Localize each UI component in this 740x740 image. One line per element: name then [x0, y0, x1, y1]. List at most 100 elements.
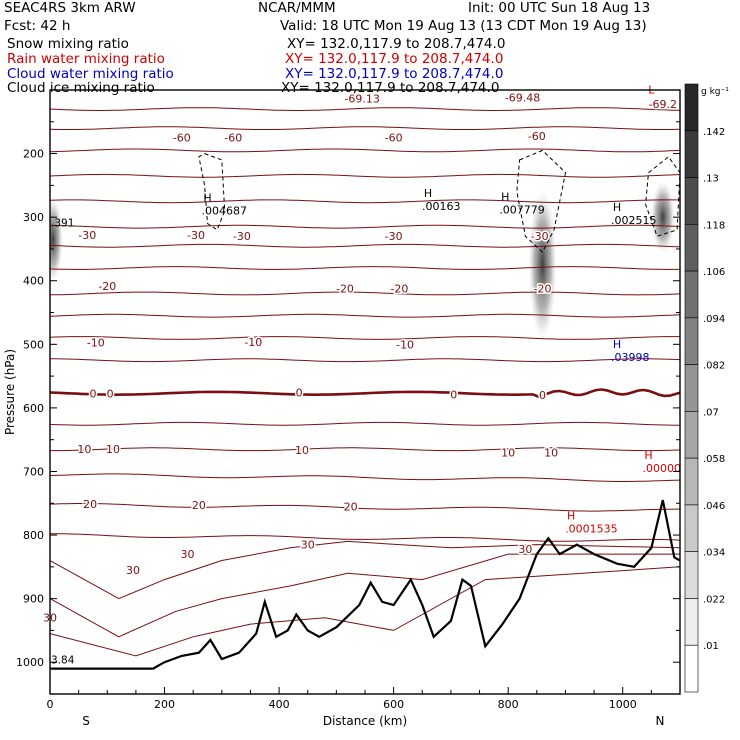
- plot-area: [50, 107, 680, 670]
- isotherm-label: -60: [173, 132, 191, 145]
- isotherm-line: [50, 336, 680, 340]
- extremum-mark: H: [424, 187, 432, 200]
- isotherm-label: 10: [544, 446, 558, 459]
- isotherm-line: [50, 107, 680, 111]
- y-tick-label: 900: [23, 593, 44, 606]
- isotherm-label: -30: [531, 230, 549, 243]
- colorbar-label: .046: [703, 501, 725, 512]
- extremum-value: .004687: [202, 205, 248, 218]
- isotherm-line: [50, 533, 680, 542]
- field-xy-snow: XY= 132.0,117.9 to 208.7,474.0: [287, 36, 506, 52]
- colorbar-swatch: [684, 551, 699, 599]
- colorbar-label: .106: [703, 267, 725, 278]
- isotherm-line: [50, 388, 680, 398]
- colorbar-swatch: [684, 598, 699, 646]
- isotherm-line: [50, 199, 680, 204]
- cloud-ice-contour: [645, 156, 680, 237]
- isotherm-label: -30: [233, 230, 251, 243]
- isotherm-label: 30: [518, 543, 532, 556]
- ice-core-shading: [650, 181, 675, 254]
- colorbar-swatch: [684, 317, 699, 365]
- colorbar-label: .034: [703, 548, 725, 559]
- colorbar-unit: g kg⁻¹: [701, 87, 729, 97]
- isotherm-label: -30: [78, 229, 96, 242]
- colorbar-label: .13: [703, 174, 719, 185]
- isotherm-label: -30: [385, 230, 403, 243]
- isotherm-label: -69.13: [344, 92, 379, 105]
- isotherm-label: 30: [180, 548, 194, 561]
- y-tick-label: 1000: [16, 656, 44, 669]
- isotherm-label: 0: [107, 387, 114, 400]
- isotherm-line: [50, 566, 680, 657]
- isotherm-label: 0: [539, 389, 546, 402]
- isotherm-label: -20: [336, 282, 354, 295]
- field-xy-rain: XY= 132.0,117.9 to 208.7,474.0: [285, 51, 504, 67]
- colorbar-swatch: [684, 130, 699, 178]
- isotherm-line: [50, 421, 680, 426]
- isotherm-label: 30: [301, 539, 315, 552]
- y-axis-title: Pressure (hPa): [3, 349, 17, 435]
- extremum-mark: H: [501, 190, 509, 203]
- extremum-mark: H: [644, 449, 652, 462]
- valid-time: Valid: 18 UTC Mon 19 Aug 13 (13 CDT Mon …: [280, 18, 647, 34]
- extremum-value: .03998: [611, 351, 650, 364]
- isotherm-line: [50, 447, 680, 452]
- isotherm-label: -20: [390, 282, 408, 295]
- edge-label: .391: [51, 218, 74, 230]
- isotherm-label: -60: [224, 132, 242, 145]
- isotherm-label: 0: [450, 389, 457, 402]
- colorbar-swatch: [684, 270, 699, 319]
- colorbar-label: .07: [703, 407, 719, 418]
- y-tick-label: 600: [23, 402, 44, 415]
- isotherm-label: -10: [87, 336, 105, 349]
- isotherm-line: [50, 291, 680, 296]
- x-tick-label: 0: [47, 698, 54, 711]
- isotherm-label: 10: [106, 443, 120, 456]
- model-title: SEAC4RS 3km ARW: [4, 0, 136, 16]
- edge-label: 3.84: [51, 654, 75, 666]
- y-tick-label: 200: [23, 148, 44, 161]
- isotherm-label: 20: [192, 499, 206, 512]
- field-label-snow: Snow mixing ratio: [7, 36, 129, 52]
- x-tick-label: 1000: [609, 698, 637, 711]
- colorbar-swatch: [684, 457, 699, 506]
- field-label-rain: Rain water mixing ratio: [7, 51, 165, 67]
- isotherm-label: 20: [83, 498, 97, 511]
- colorbar-swatch: [684, 504, 699, 552]
- isotherm-line: [50, 473, 680, 482]
- x-tick-label: 600: [383, 698, 404, 711]
- init-time: Init: 00 UTC Sun 18 Aug 13: [468, 0, 651, 16]
- field-xy-cloud-ice: XY= 132.0,117.9 to 208.7,474.0: [281, 80, 500, 96]
- colorbar-label: .142: [703, 127, 725, 138]
- extremum-value: .002515: [611, 214, 657, 227]
- endpoint-left-label: S: [82, 714, 90, 728]
- cloud-ice-contour: [516, 149, 567, 253]
- isotherm-line: [50, 266, 680, 270]
- colorbar-label: .01: [703, 641, 719, 652]
- field-xy-cloud-water: XY= 132.0,117.9 to 208.7,474.0: [285, 66, 504, 82]
- isotherm-label: 0: [296, 387, 303, 400]
- isotherm-line: [50, 243, 680, 248]
- colorbar-label: .118: [703, 220, 725, 231]
- isotherm-label: -10: [244, 336, 262, 349]
- x-tick-label: 800: [498, 698, 519, 711]
- isotherm-label: -20: [534, 282, 552, 295]
- isotherm-label: -60: [528, 130, 546, 143]
- isotherm-label: 10: [295, 444, 309, 457]
- colorbar-swatch: [684, 411, 699, 459]
- isotherm-label: -10: [396, 338, 414, 351]
- ice-core-shading: [50, 197, 63, 282]
- extremum-value: .00000: [643, 462, 682, 475]
- isotherm-label: 10: [501, 446, 515, 459]
- colorbar-swatch: [684, 644, 699, 693]
- isotherm-line: [50, 553, 680, 638]
- colorbar-label: .058: [703, 454, 725, 465]
- colorbar-label: .022: [703, 594, 725, 605]
- cloud-ice-contour: [198, 153, 226, 231]
- isotherm-label: -69.48: [505, 92, 540, 105]
- isotherm-label: 0: [89, 387, 96, 400]
- y-tick-label: 500: [23, 338, 44, 351]
- isotherm-line: [50, 358, 680, 363]
- isotherm-label: 20: [344, 500, 358, 513]
